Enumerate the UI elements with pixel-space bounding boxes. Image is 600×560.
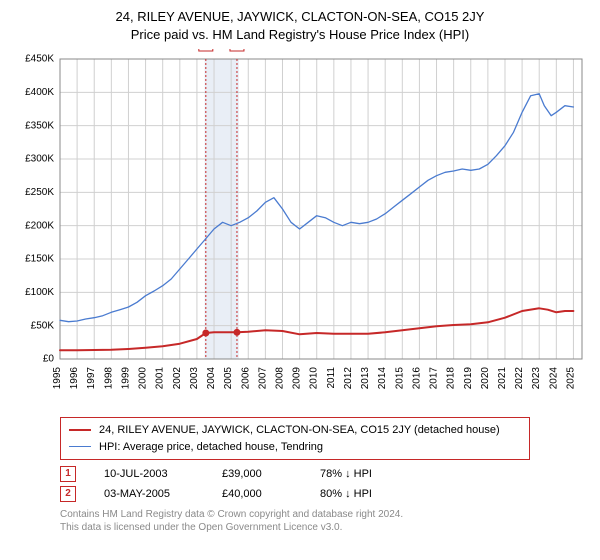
svg-text:1996: 1996 — [69, 367, 80, 390]
svg-text:1998: 1998 — [103, 367, 114, 390]
svg-text:2020: 2020 — [480, 367, 491, 390]
sale-price: £40,000 — [222, 488, 292, 500]
svg-text:2019: 2019 — [463, 367, 474, 390]
legend-row: 24, RILEY AVENUE, JAYWICK, CLACTON-ON-SE… — [69, 422, 521, 439]
svg-text:1997: 1997 — [86, 367, 97, 390]
svg-text:2023: 2023 — [531, 367, 542, 390]
title-line-2: Price paid vs. HM Land Registry's House … — [10, 26, 590, 44]
sales-table: 1 10-JUL-2003 £39,000 78% ↓ HPI 2 03-MAY-2005… — [60, 466, 590, 502]
svg-text:2001: 2001 — [155, 367, 166, 390]
svg-text:2004: 2004 — [206, 367, 217, 390]
footer-line-2: This data is licensed under the Open Gov… — [60, 521, 590, 534]
svg-text:£300K: £300K — [25, 154, 54, 165]
svg-text:£150K: £150K — [25, 254, 54, 265]
sale-marker: 2 — [60, 486, 76, 502]
chart-title: 24, RILEY AVENUE, JAYWICK, CLACTON-ON-SE… — [10, 8, 590, 43]
svg-text:2008: 2008 — [274, 367, 285, 390]
svg-text:£350K: £350K — [25, 120, 54, 131]
svg-text:2018: 2018 — [446, 367, 457, 390]
chart-svg: £0 £50K £100K £150K £200K £250K £300K £350K £400… — [10, 49, 590, 409]
svg-text:2006: 2006 — [240, 367, 251, 390]
legend-swatch — [69, 446, 91, 447]
svg-text:£100K: £100K — [25, 287, 54, 298]
svg-text:2016: 2016 — [411, 367, 422, 390]
root: 24, RILEY AVENUE, JAYWICK, CLACTON-ON-SE… — [0, 0, 600, 560]
legend-swatch — [69, 429, 91, 431]
svg-text:2003: 2003 — [189, 367, 200, 390]
svg-text:2025: 2025 — [565, 367, 576, 390]
svg-text:£0: £0 — [43, 354, 55, 365]
svg-text:£250K: £250K — [25, 187, 54, 198]
svg-text:1999: 1999 — [120, 367, 131, 390]
footer-line-1: Contains HM Land Registry data © Crown c… — [60, 508, 590, 521]
sale-row: 1 10-JUL-2003 £39,000 78% ↓ HPI — [60, 466, 590, 482]
svg-text:2024: 2024 — [548, 367, 559, 390]
svg-text:1995: 1995 — [52, 367, 63, 390]
legend-label: HPI: Average price, detached house, Tend… — [99, 439, 323, 456]
svg-text:2: 2 — [234, 49, 240, 50]
title-line-1: 24, RILEY AVENUE, JAYWICK, CLACTON-ON-SE… — [10, 8, 590, 26]
svg-text:£200K: £200K — [25, 220, 54, 231]
footer: Contains HM Land Registry data © Crown c… — [60, 508, 590, 534]
chart-area: £0 £50K £100K £150K £200K £250K £300K £350K £400… — [10, 49, 590, 409]
svg-text:2015: 2015 — [394, 367, 405, 390]
svg-text:2009: 2009 — [292, 367, 303, 390]
legend-label: 24, RILEY AVENUE, JAYWICK, CLACTON-ON-SE… — [99, 422, 500, 439]
svg-text:£450K: £450K — [25, 54, 54, 65]
sale-date: 03-MAY-2005 — [104, 488, 194, 500]
sale-date: 10-JUL-2003 — [104, 468, 194, 480]
svg-text:2021: 2021 — [497, 367, 508, 390]
sale-price: £39,000 — [222, 468, 292, 480]
legend: 24, RILEY AVENUE, JAYWICK, CLACTON-ON-SE… — [60, 417, 530, 460]
svg-text:2010: 2010 — [309, 367, 320, 390]
sale-pct: 80% ↓ HPI — [320, 488, 420, 500]
legend-row: HPI: Average price, detached house, Tend… — [69, 439, 521, 456]
svg-text:2012: 2012 — [343, 367, 354, 390]
svg-text:£50K: £50K — [31, 320, 55, 331]
svg-text:2011: 2011 — [326, 367, 337, 389]
svg-text:2007: 2007 — [257, 367, 268, 390]
sale-row: 2 03-MAY-2005 £40,000 80% ↓ HPI — [60, 486, 590, 502]
svg-text:2017: 2017 — [429, 367, 440, 390]
svg-text:2005: 2005 — [223, 367, 234, 390]
svg-text:2014: 2014 — [377, 367, 388, 390]
svg-text:1: 1 — [203, 49, 209, 50]
svg-text:2022: 2022 — [514, 367, 525, 390]
svg-text:2002: 2002 — [172, 367, 183, 390]
sale-marker: 1 — [60, 466, 76, 482]
svg-text:£400K: £400K — [25, 87, 54, 98]
svg-text:2000: 2000 — [138, 367, 149, 390]
svg-text:2013: 2013 — [360, 367, 371, 390]
sale-pct: 78% ↓ HPI — [320, 468, 420, 480]
